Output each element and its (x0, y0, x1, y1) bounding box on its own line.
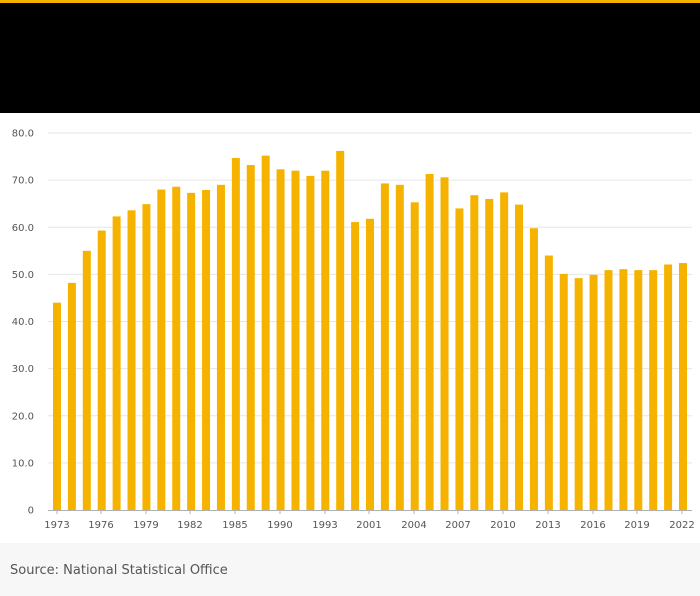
bar (559, 273, 568, 510)
bar (306, 175, 315, 510)
bar (574, 278, 583, 510)
bar (649, 270, 658, 510)
bar (231, 157, 240, 511)
x-tick-label: 2010 (490, 520, 515, 531)
y-tick-label: 20.0 (12, 411, 34, 422)
y-tick-label: 10.0 (12, 458, 34, 469)
bar (679, 263, 687, 510)
bar (216, 184, 225, 510)
bar (395, 184, 404, 510)
bar (440, 177, 449, 511)
bar (604, 270, 613, 510)
bar (425, 174, 434, 510)
y-tick-label: 30.0 (12, 364, 34, 375)
bar (470, 195, 479, 510)
bar (67, 282, 76, 510)
y-tick-labels: 0 10.0 20.0 30.0 40.0 50.0 60.0 70.0 80.0 (12, 129, 34, 517)
bar (380, 183, 389, 511)
header-band (0, 3, 700, 113)
x-tick-label: 2004 (401, 520, 426, 531)
x-tick-label: 1973 (44, 520, 69, 531)
bar (142, 204, 151, 510)
bar (97, 230, 106, 511)
bars (53, 150, 687, 511)
bar (634, 270, 643, 510)
x-tick-label: 2022 (669, 520, 694, 531)
bar (112, 216, 121, 510)
x-tick-label: 2019 (624, 520, 649, 531)
bar (515, 204, 524, 510)
y-tick-label: 0 (28, 506, 34, 517)
bar (589, 274, 598, 510)
x-tick-label: 1985 (222, 520, 247, 531)
bar (410, 202, 419, 510)
bar (261, 155, 270, 510)
y-tick-label: 60.0 (12, 223, 34, 234)
bar (351, 222, 360, 510)
bar (544, 255, 553, 510)
y-tick-label: 40.0 (12, 317, 34, 328)
x-tick-label: 1990 (267, 520, 292, 531)
bar (172, 186, 181, 510)
bar (187, 192, 196, 510)
bar-chart: 010.020.030.040.050.060.070.080.0 1973 19… (12, 129, 695, 532)
top-accent-rule (0, 0, 700, 3)
gridlines (48, 132, 692, 464)
y-tick-label: 50.0 (12, 270, 34, 281)
bar (366, 218, 374, 510)
source-note: Source: National Statistical Office (10, 563, 228, 578)
bar (53, 302, 61, 510)
bar (529, 228, 538, 510)
x-tick-label: 1982 (177, 520, 202, 531)
bar (291, 170, 300, 510)
x-tick-labels: 1973 1976 1979 1982 1985 1990 1993 2001 2004 2007… (44, 520, 694, 531)
bar (485, 198, 494, 510)
bar (455, 208, 464, 510)
x-axis (48, 510, 692, 514)
x-tick-label: 2016 (580, 520, 605, 531)
bar (276, 169, 285, 510)
x-tick-label: 2001 (356, 520, 381, 531)
bar (664, 264, 673, 510)
bar (619, 269, 628, 510)
bar (127, 210, 136, 510)
bar (500, 192, 509, 510)
x-tick-label: 2013 (535, 520, 560, 531)
x-tick-label: 1993 (312, 520, 337, 531)
x-tick-label: 1976 (88, 520, 113, 531)
x-tick-label: 1979 (133, 520, 158, 531)
bar (157, 189, 166, 511)
bar (336, 150, 345, 510)
x-tick-label: 2007 (445, 520, 470, 531)
bar (82, 250, 91, 510)
chart-area: 0 10.0 20.0 30.0 40.0 50.0 60.0 70.0 80.0 1973 19… (0, 113, 700, 543)
bar (321, 170, 330, 510)
bar (246, 165, 255, 510)
y-tick-label: 80.0 (12, 129, 34, 140)
y-tick-label: 70.0 (12, 176, 34, 187)
bar (202, 190, 211, 510)
